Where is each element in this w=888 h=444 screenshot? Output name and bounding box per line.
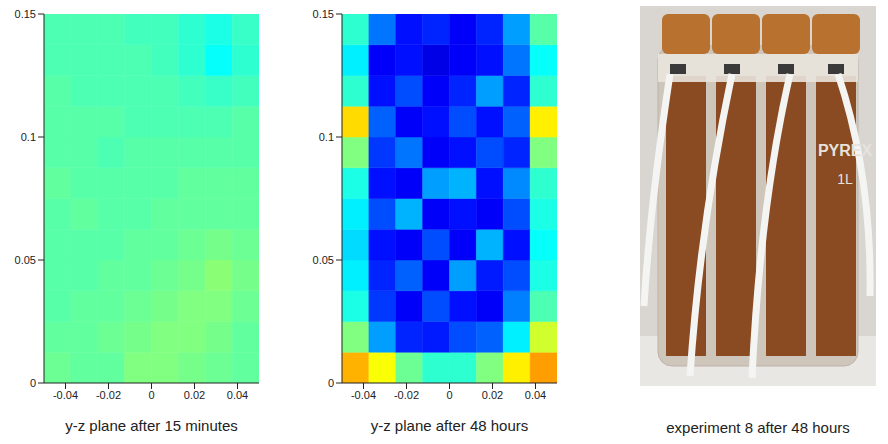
svg-text:-0.04: -0.04 [53,389,78,401]
svg-text:0.02: 0.02 [184,389,205,401]
svg-text:0.04: 0.04 [525,389,546,401]
svg-text:1L: 1L [837,171,853,187]
svg-text:0.1: 0.1 [21,131,36,143]
svg-text:-0.02: -0.02 [394,389,419,401]
svg-text:0.02: 0.02 [482,389,503,401]
svg-text:0: 0 [446,389,452,401]
html-text:y-z plane after 48 hours: y-z plane after 48 hours [370,417,529,434]
svg-text:0: 0 [30,377,36,389]
svg-text:PYREX: PYREX [818,142,873,159]
svg-text:0.05: 0.05 [15,254,36,266]
html-text:experiment 8 after 48 hours: experiment 8 after 48 hours [666,419,850,436]
html-text:y-z plane after 15 minutes: y-z plane after 15 minutes [65,417,238,434]
svg-text:0.15: 0.15 [313,8,334,20]
svg-text:0.15: 0.15 [15,8,36,20]
svg-text:0.05: 0.05 [313,254,334,266]
svg-text:0.04: 0.04 [227,389,248,401]
svg-text:-0.04: -0.04 [351,389,376,401]
svg-text:-0.02: -0.02 [96,389,121,401]
svg-text:0: 0 [148,389,154,401]
svg-text:0.1: 0.1 [319,131,334,143]
svg-text:0: 0 [328,377,334,389]
